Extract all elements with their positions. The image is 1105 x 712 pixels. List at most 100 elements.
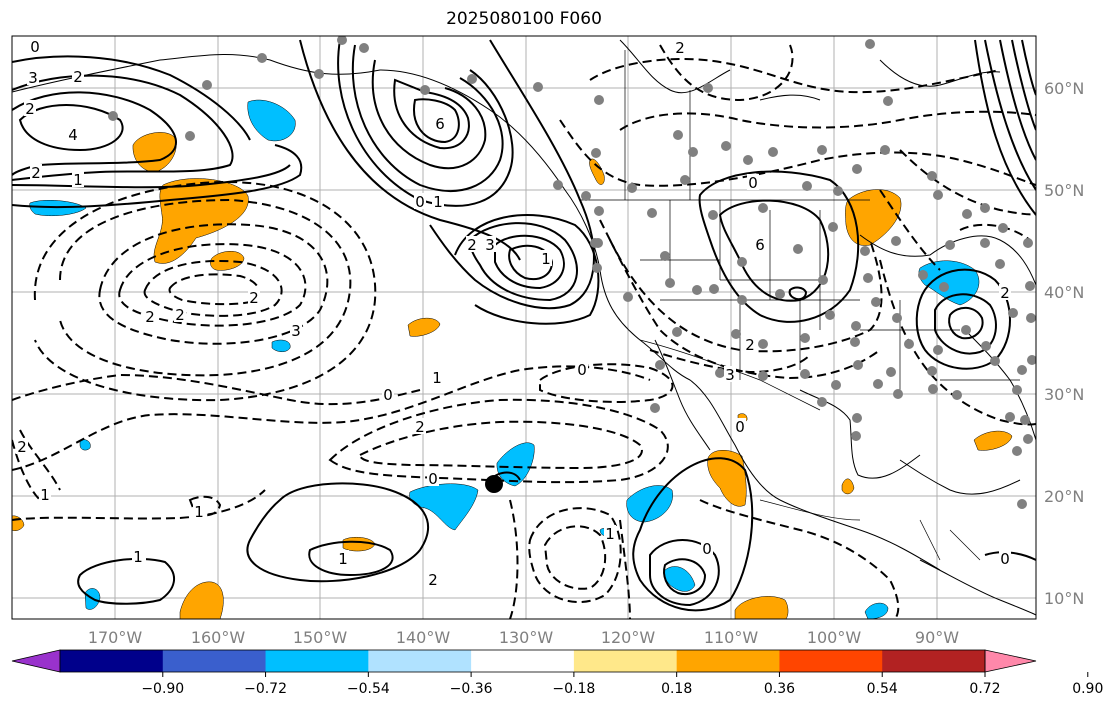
contour-label: 0 [383,386,393,404]
contour-label-bg [248,289,260,305]
contour-label-bg [744,336,756,352]
colorbar-segment [471,650,575,672]
positive-anomaly-fill [12,132,1013,619]
contour-label-bg [382,386,394,402]
contour-label-bg [27,69,39,85]
contour-label: 1 [194,503,204,521]
lat-tick-labels: 60°N 50°N 40°N 30°N 20°N 10°N [1044,79,1084,608]
colorbar-tick-label: −0.18 [552,681,595,697]
contour-label-bg [29,38,41,54]
storm-center-marker [485,475,503,493]
colorbar-segment [573,650,678,672]
negative-anomaly-fill [29,99,980,619]
contour-label-bg [67,126,79,142]
contour-label-bg [734,418,746,434]
contour-label-bg [747,174,759,190]
colorbar-segment [368,650,472,672]
colorbar-frame [59,649,986,673]
lat-label: 50°N [1044,181,1084,200]
contour-label: 4 [68,126,78,144]
contour-label-bg [30,164,42,180]
contour-label-bg [999,284,1011,300]
contour-label: 0 [1000,550,1010,568]
contour-label: 2 [145,308,155,326]
contour-label: 0 [748,174,758,192]
lon-tick-labels: 170°W 160°W 150°W 140°W 130°W 120°W 110°… [88,628,959,647]
colorbar-tick-label: 0.36 [764,681,795,697]
contour-label-bg [540,250,552,266]
contour-label-bg [576,361,588,377]
contour-label: 2 [31,164,41,182]
lon-label: 100°W [807,628,862,647]
contour-label: 1 [133,548,143,566]
contour-label-bg [16,438,28,454]
contour-label: 2 [428,571,438,589]
lon-label: 130°W [499,628,554,647]
lat-label: 60°N [1044,79,1084,98]
map-panel [12,36,1036,619]
lon-label: 90°W [915,628,959,647]
negative-contours [12,44,1036,619]
borders [580,50,1020,561]
contour-label-bg [427,571,439,587]
contour-label: 1 [433,193,443,211]
contour-label: 1 [605,525,615,543]
lon-label: 110°W [704,628,759,647]
lon-label: 160°W [191,628,246,647]
colorbar-tick-label: −0.90 [141,681,184,697]
colorbar-tick-label: 0.72 [969,681,1000,697]
colorbar-segment [60,650,164,672]
contour-label: 2 [745,336,755,354]
coastlines [12,39,1036,616]
contour-label: 0 [428,470,438,488]
colorbar-tick-label: 0.54 [867,681,898,697]
colorbar-ticks: −0.90 −0.72 −0.54 −0.36 −0.18 0.18 0.36 0.54 0.7… [141,672,1103,697]
contour-labels: 032642101622313220021010221120102002321 [16,38,1011,589]
positive-contours [12,39,1036,612]
contour-label: 1 [40,486,50,504]
contour-label-bg [24,100,36,116]
chart-title: 2025080100 F060 [446,9,602,29]
contour-label: 2 [73,68,83,86]
colorbar-segment [882,650,986,672]
colorbar-tick-label: 0.90 [1072,681,1103,697]
contour-label: 1 [541,250,551,268]
contour-label: 0 [415,193,425,211]
contour-label: 2 [175,306,185,324]
contour-label-bg [174,306,186,322]
lat-label: 20°N [1044,487,1084,506]
lat-label: 40°N [1044,283,1084,302]
contour-label: 6 [755,236,765,254]
contour-label: 0 [577,361,587,379]
contour-label-bg [754,236,766,252]
colorbar-tick-label: 0.18 [661,681,692,697]
lat-label: 30°N [1044,385,1084,404]
contour-label-bg [674,39,686,55]
contour-label-bg [701,540,713,556]
contour-label: 2 [25,100,35,118]
contour-label-bg [999,550,1011,566]
lon-label: 150°W [293,628,348,647]
map-frame [11,35,1037,620]
contour-label-bg [484,236,496,252]
contour-label-bg [72,68,84,84]
contour-label-bg [724,366,736,382]
contour-label-bg [337,550,349,566]
colorbar-tick-label: −0.54 [347,681,390,697]
contour-label: 2 [249,289,259,307]
colorbar-segment [676,650,780,672]
contour-label: 3 [291,322,301,340]
contour-label: 3 [485,236,495,254]
lon-label: 120°W [601,628,656,647]
contour-label-bg [72,171,84,187]
contour-label-bg [431,369,443,385]
lat-label: 10°N [1044,589,1084,608]
contour-label-bg [39,486,51,502]
contour-label-bg [144,308,156,324]
contour-label-bg [427,470,439,486]
contour-label-bg [434,115,446,131]
lon-label: 140°W [396,628,451,647]
colorbar [11,649,1037,673]
contour-label-bg [604,525,616,541]
